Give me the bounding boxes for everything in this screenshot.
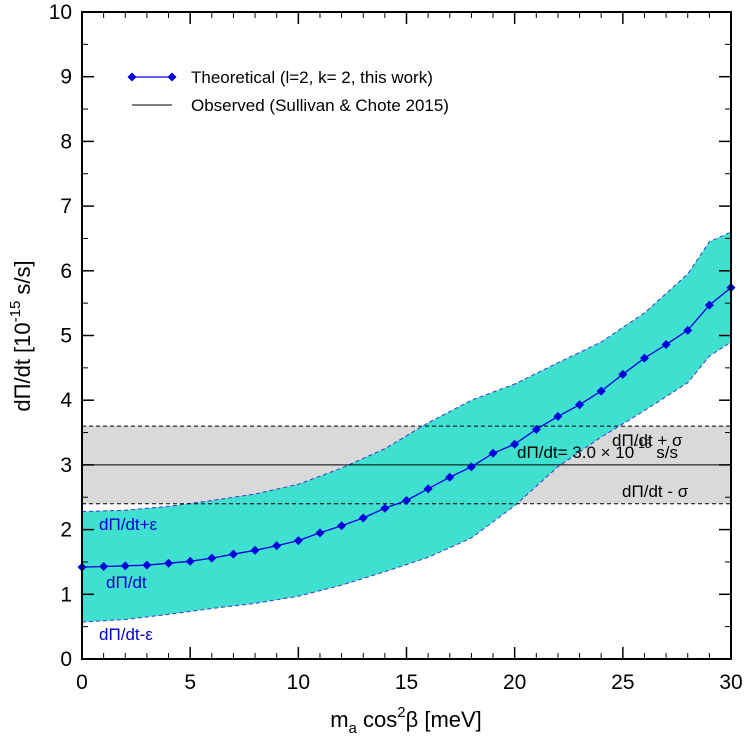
data-point [423, 484, 433, 494]
legend-theoretical-label: Theoretical (l=2, k= 2, this work) [191, 68, 433, 87]
data-point [553, 411, 563, 421]
plus-epsilon-label: dΠ/dt+ε [99, 515, 158, 534]
data-point [250, 545, 260, 555]
plot-frame [81, 11, 732, 660]
theoretical-upper-edge [81, 231, 732, 512]
center-label: dΠ/dt [106, 573, 147, 592]
x-tick-label: 25 [611, 671, 634, 694]
data-point [358, 513, 368, 523]
data-point [380, 503, 390, 513]
data-point [531, 424, 541, 434]
y-tick-label: 2 [60, 519, 72, 542]
data-point [228, 549, 238, 559]
x-tick-label: 5 [184, 671, 196, 694]
legend-observed-label: Observed (Sullivan & Chote 2015) [191, 96, 449, 115]
data-point [466, 462, 476, 472]
x-axis-title-tail: β [meV] [406, 707, 482, 732]
y-axis-title: dΠ/dt [10-15 s/s] [7, 260, 35, 411]
data-point [704, 300, 714, 310]
y-axis-title-unit: s/s] [10, 260, 35, 300]
data-point [99, 561, 109, 571]
x-tick-label: 10 [287, 671, 310, 694]
data-point [445, 472, 455, 482]
y-tick-label: 6 [60, 260, 72, 283]
data-point [164, 558, 174, 568]
data-point [510, 439, 520, 449]
theoretical-series-markers [77, 283, 736, 572]
data-point [315, 528, 325, 538]
observed-value-label: dΠ/dt= 3.0 × 10-15 s/s [517, 437, 678, 462]
y-tick-label: 1 [60, 583, 72, 606]
x-axis-title-m: m [330, 707, 348, 732]
y-tick-label: 4 [60, 389, 72, 412]
legend: Theoretical (l=2, k= 2, this work) Obser… [127, 68, 449, 115]
y-tick-label: 10 [49, 1, 72, 24]
y-axis-title-exp: -15 [7, 301, 24, 323]
data-point [596, 386, 606, 396]
data-point [618, 369, 628, 379]
x-tick-label: 30 [719, 671, 742, 694]
y-tick-label: 7 [60, 195, 72, 218]
y-tick-label: 5 [60, 325, 72, 348]
legend-theoretical-marker-left [127, 72, 137, 82]
observed-value-label-unit: s/s [652, 443, 678, 462]
y-tick-label: 0 [60, 648, 72, 671]
y-tick-label: 9 [60, 66, 72, 89]
minus-sigma-label: dΠ/dt - σ [622, 482, 689, 501]
y-tick-label: 3 [60, 454, 72, 477]
y-tick-label: 8 [60, 130, 72, 153]
data-point [272, 541, 282, 551]
legend-theoretical-marker-right [167, 72, 177, 82]
observed-value-label-main: dΠ/dt= 3.0 × 10 [517, 443, 634, 462]
plus-sigma-label: dΠ/dt + σ [612, 431, 683, 450]
theoretical-uncertainty-band [82, 232, 731, 623]
x-axis-title-sup: 2 [397, 704, 405, 721]
data-point [575, 400, 585, 410]
data-point [293, 536, 303, 546]
data-point [639, 353, 649, 363]
y-axis-title-main: dΠ/dt [10 [10, 322, 35, 411]
x-tick-label: 0 [76, 671, 88, 694]
theoretical-lower-edge [81, 341, 732, 623]
data-point [185, 556, 195, 566]
x-axis-title: ma cos2β [meV] [330, 704, 482, 737]
data-point [683, 325, 693, 335]
data-point [142, 560, 152, 570]
data-point [337, 521, 347, 531]
minus-epsilon-label: dΠ/dt-ε [99, 625, 153, 644]
data-point [207, 553, 217, 563]
x-tick-label: 20 [503, 671, 526, 694]
data-point [661, 340, 671, 350]
observed-value-label-exp: -15 [634, 437, 652, 451]
x-tick-label: 15 [395, 671, 418, 694]
x-axis-title-cos: cos [357, 707, 397, 732]
data-point [402, 495, 411, 505]
data-point [488, 448, 498, 458]
data-point [120, 561, 130, 571]
x-axis-title-sub: a [349, 720, 358, 737]
